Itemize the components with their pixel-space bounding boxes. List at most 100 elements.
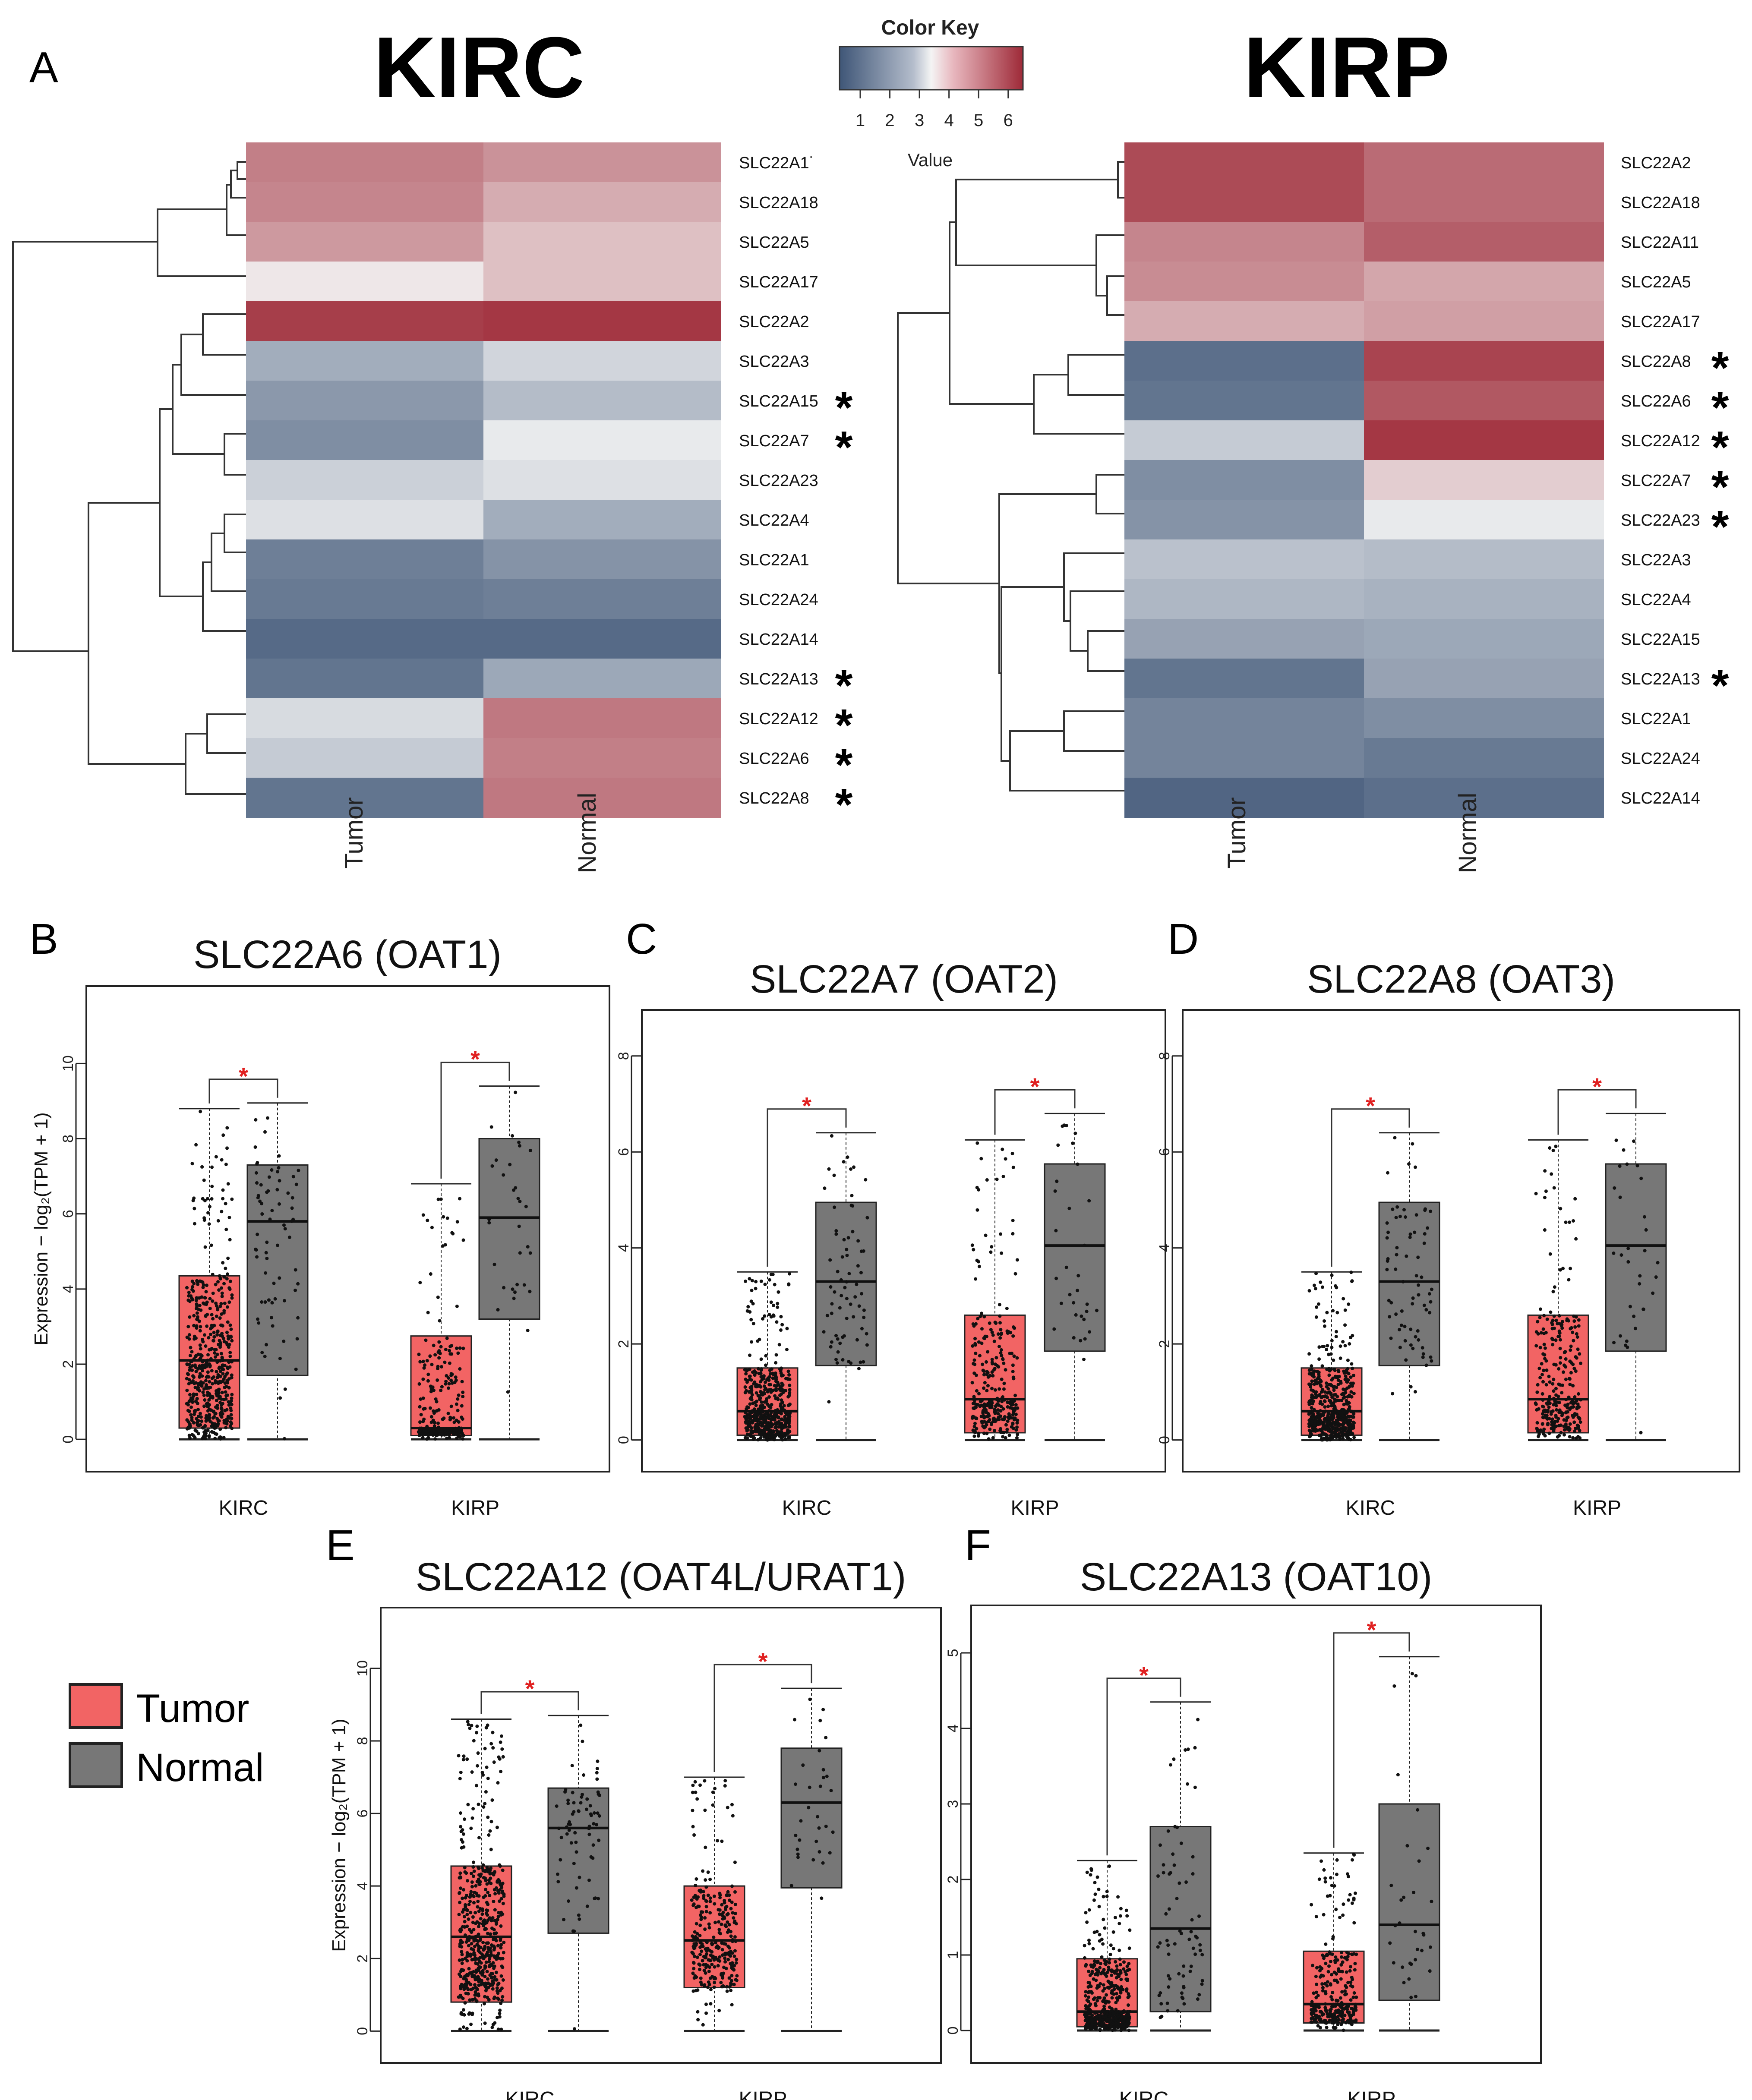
data-point <box>1612 1341 1616 1345</box>
data-point <box>708 1911 712 1915</box>
data-point <box>782 1418 786 1422</box>
data-point <box>972 1434 976 1438</box>
data-point <box>1558 1268 1562 1272</box>
data-point <box>990 1387 994 1391</box>
data-point <box>477 1909 481 1913</box>
data-point <box>999 1405 1003 1409</box>
data-point <box>1320 1402 1324 1406</box>
data-point <box>1084 2027 1088 2031</box>
data-point <box>767 1409 771 1413</box>
data-point <box>501 1755 505 1759</box>
data-point <box>691 1939 694 1942</box>
data-point <box>982 1373 986 1377</box>
data-point <box>225 1372 229 1376</box>
data-point <box>780 1392 783 1396</box>
data-point <box>1111 2028 1114 2032</box>
data-point <box>515 1283 519 1286</box>
data-point <box>1559 1207 1563 1211</box>
data-point <box>1336 1368 1340 1372</box>
data-point <box>1322 1421 1326 1425</box>
heatmap-row-label: SLC22A17 <box>1621 313 1700 331</box>
heatmap-row-label: SLC22A1 <box>739 551 809 569</box>
data-point <box>493 1908 497 1912</box>
data-point <box>1326 1404 1330 1408</box>
data-point <box>830 1302 834 1306</box>
data-point <box>1326 1391 1329 1395</box>
data-point <box>1547 1405 1551 1409</box>
heatmap-cell <box>246 182 484 222</box>
data-point <box>701 1890 705 1894</box>
data-point <box>1011 1370 1015 1374</box>
data-point <box>1554 1403 1558 1407</box>
data-point <box>1002 1381 1006 1385</box>
data-point <box>489 1125 493 1129</box>
heatmap-cell <box>483 381 721 421</box>
data-point <box>1342 1409 1346 1413</box>
significance-star: * <box>1030 1073 1040 1100</box>
data-point <box>480 1771 484 1775</box>
heatmap-cell <box>246 539 484 580</box>
data-point <box>767 1278 771 1282</box>
data-point <box>977 1432 981 1435</box>
data-point <box>750 1411 754 1415</box>
heatmap-column-label: Tumor <box>340 797 368 868</box>
data-point <box>497 1911 501 1914</box>
data-point <box>846 1155 849 1159</box>
data-point <box>976 1403 980 1407</box>
data-point <box>1618 1164 1622 1168</box>
data-point <box>446 1428 450 1432</box>
data-point <box>218 1339 221 1343</box>
data-point <box>987 1437 991 1441</box>
data-point <box>208 1385 212 1389</box>
data-point <box>225 1146 229 1150</box>
data-point <box>725 1905 729 1908</box>
data-point <box>1186 1782 1190 1786</box>
data-point <box>694 1883 698 1887</box>
data-point <box>1314 2009 1318 2013</box>
data-point <box>196 1432 200 1435</box>
data-point <box>1307 1425 1311 1428</box>
data-point <box>1159 1991 1162 1995</box>
data-point <box>474 1884 478 1888</box>
data-point <box>461 1391 465 1394</box>
data-point <box>1639 1431 1643 1435</box>
data-point <box>225 1331 229 1334</box>
data-point <box>1308 1412 1312 1416</box>
data-point <box>1429 1209 1433 1213</box>
data-point <box>1092 1959 1096 1963</box>
data-point <box>486 1932 489 1936</box>
data-point <box>191 1298 195 1302</box>
data-point <box>297 1169 300 1173</box>
data-point <box>283 1227 287 1231</box>
data-point <box>698 1934 702 1938</box>
data-point <box>694 1989 698 1993</box>
data-point <box>1548 1395 1552 1399</box>
data-point <box>1124 1973 1128 1977</box>
data-point <box>469 1954 473 1958</box>
data-point <box>467 1935 471 1939</box>
data-point <box>517 1224 521 1228</box>
data-point <box>1316 1369 1320 1373</box>
data-point <box>190 1368 194 1372</box>
data-point <box>212 1331 216 1334</box>
data-point <box>194 1336 198 1340</box>
data-point <box>222 1275 226 1279</box>
data-point <box>1307 1289 1311 1293</box>
data-point <box>207 1222 211 1226</box>
data-point <box>494 1971 498 1974</box>
significance-star: * <box>1711 343 1729 393</box>
data-point <box>1125 1964 1129 1968</box>
data-point <box>468 1726 472 1730</box>
data-point <box>972 1324 976 1328</box>
data-point <box>1330 2021 1334 2025</box>
data-point <box>188 1393 192 1397</box>
heatmap-cell <box>246 659 484 699</box>
y-tick-label: 0 <box>1156 1436 1173 1444</box>
data-point <box>1313 2003 1316 2007</box>
data-point <box>1430 1287 1433 1291</box>
data-point <box>202 1333 206 1337</box>
data-point <box>717 2009 721 2012</box>
data-point <box>489 1950 493 1954</box>
data-point <box>985 1389 989 1393</box>
